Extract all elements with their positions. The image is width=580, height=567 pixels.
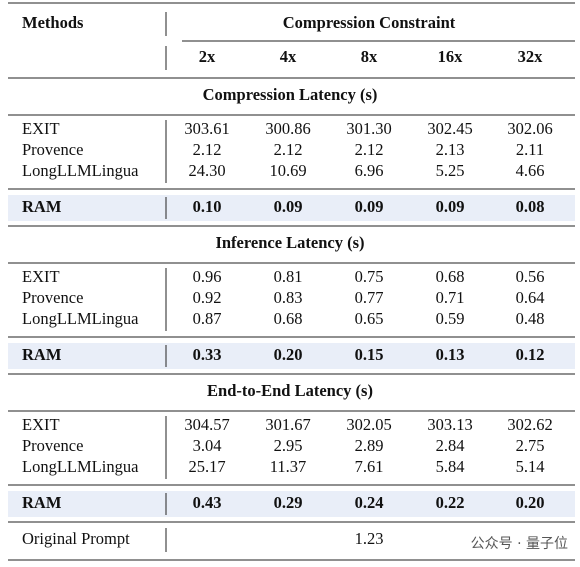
- cell-value: 11.37: [270, 457, 307, 476]
- cell-value: 2.13: [436, 140, 465, 159]
- method-name: Original Prompt: [22, 529, 130, 548]
- cell-value: 0.81: [274, 267, 303, 286]
- column-header: 2x: [199, 47, 216, 66]
- method-name: LongLLMLingua: [22, 161, 139, 180]
- cell-value: 3.04: [193, 436, 222, 455]
- method-name: Provence: [22, 140, 83, 159]
- cell-value: 303.61: [184, 119, 229, 138]
- cell-value: 302.06: [507, 119, 552, 138]
- cell-value: 2.11: [516, 140, 544, 159]
- cell-value: 0.08: [516, 197, 545, 216]
- highlight-band: [8, 343, 575, 369]
- method-name: RAM: [22, 493, 62, 512]
- cell-value: 7.61: [355, 457, 384, 476]
- column-header: 16x: [438, 47, 464, 66]
- cell-value: 4.66: [516, 161, 545, 180]
- cell-value: 0.48: [516, 309, 545, 328]
- cell-value: 0.56: [516, 267, 545, 286]
- cell-value: 24.30: [188, 161, 225, 180]
- cell-value: 1.23: [355, 529, 384, 548]
- cell-value: 302.45: [427, 119, 472, 138]
- cell-value: 0.83: [274, 288, 303, 307]
- cell-value: 0.20: [274, 345, 303, 364]
- cell-value: 303.13: [427, 415, 472, 434]
- cell-value: 0.77: [355, 288, 384, 307]
- cell-value: 0.15: [355, 345, 384, 364]
- cell-value: 0.43: [193, 493, 222, 512]
- cell-value: 0.09: [355, 197, 384, 216]
- cell-value: 0.10: [193, 197, 222, 216]
- cell-value: 2.12: [193, 140, 222, 159]
- section-title: Inference Latency (s): [215, 233, 364, 252]
- header-methods: Methods: [22, 13, 84, 32]
- cell-value: 0.20: [516, 493, 545, 512]
- cell-value: 2.95: [274, 436, 303, 455]
- cell-value: 0.24: [355, 493, 384, 512]
- cell-value: 0.96: [193, 267, 222, 286]
- method-name: EXIT: [22, 119, 60, 138]
- method-name: RAM: [22, 197, 62, 216]
- cell-value: 0.12: [516, 345, 545, 364]
- watermark: 公众号 · 量子位: [471, 536, 568, 552]
- cell-value: 2.84: [436, 436, 465, 455]
- method-name: LongLLMLingua: [22, 457, 139, 476]
- cell-value: 301.30: [346, 119, 391, 138]
- cell-value: 304.57: [184, 415, 229, 434]
- cell-value: 0.68: [274, 309, 303, 328]
- method-name: EXIT: [22, 267, 60, 286]
- section-title: End-to-End Latency (s): [207, 381, 373, 400]
- highlight-band: [8, 491, 575, 517]
- highlight-band: [8, 195, 575, 221]
- cell-value: 0.59: [436, 309, 465, 328]
- cell-value: 0.64: [516, 288, 545, 307]
- cell-value: 2.12: [355, 140, 384, 159]
- cell-value: 0.29: [274, 493, 303, 512]
- cell-value: 0.68: [436, 267, 465, 286]
- cell-value: 302.62: [507, 415, 552, 434]
- cell-value: 301.67: [265, 415, 310, 434]
- cell-value: 300.86: [265, 119, 310, 138]
- cell-value: 2.89: [355, 436, 384, 455]
- method-name: LongLLMLingua: [22, 309, 139, 328]
- header-group: Compression Constraint: [283, 13, 456, 32]
- cell-value: 0.13: [436, 345, 465, 364]
- cell-value: 302.05: [346, 415, 391, 434]
- cell-value: 0.22: [436, 493, 465, 512]
- cell-value: 0.33: [193, 345, 222, 364]
- cell-value: 0.71: [436, 288, 465, 307]
- cell-value: 2.12: [274, 140, 303, 159]
- cell-value: 0.65: [355, 309, 384, 328]
- cell-value: 5.25: [436, 161, 465, 180]
- cell-value: 25.17: [188, 457, 225, 476]
- method-name: RAM: [22, 345, 62, 364]
- section-title: Compression Latency (s): [203, 85, 378, 104]
- method-name: Provence: [22, 436, 83, 455]
- cell-value: 0.87: [193, 309, 222, 328]
- cell-value: 6.96: [355, 161, 384, 180]
- cell-value: 5.14: [516, 457, 545, 476]
- cell-value: 0.09: [436, 197, 465, 216]
- cell-value: 0.75: [355, 267, 384, 286]
- method-name: Provence: [22, 288, 83, 307]
- cell-value: 5.84: [436, 457, 465, 476]
- method-name: EXIT: [22, 415, 60, 434]
- cell-value: 2.75: [516, 436, 545, 455]
- cell-value: 0.92: [193, 288, 222, 307]
- column-header: 8x: [361, 47, 378, 66]
- cell-value: 10.69: [269, 161, 306, 180]
- cell-value: 0.09: [274, 197, 303, 216]
- column-header: 4x: [280, 47, 297, 66]
- column-header: 32x: [518, 47, 544, 66]
